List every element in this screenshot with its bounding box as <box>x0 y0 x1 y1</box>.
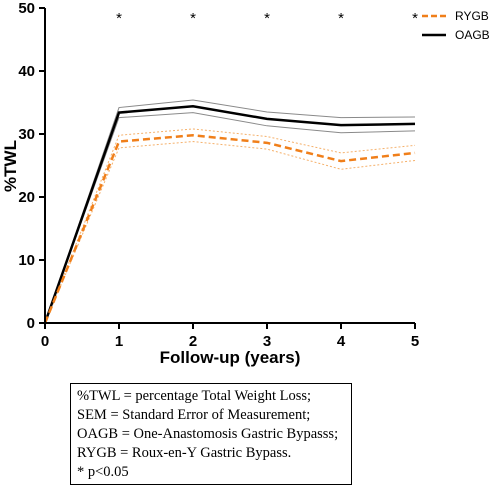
x-tick-label: 2 <box>189 333 197 350</box>
series-lines <box>43 105 416 324</box>
chart: 0 10 20 30 40 50 0 1 2 3 4 5 * * * * * %TWL Follow-up (… <box>1 0 490 367</box>
significance-marker: * <box>116 10 122 27</box>
axes <box>44 8 415 324</box>
x-tick-label: 0 <box>41 333 49 350</box>
note-line: SEM = Standard Error of Measurement; <box>77 407 311 423</box>
y-tick-label: 20 <box>18 189 35 206</box>
sem-band-upper-oagb <box>44 99 416 324</box>
x-tick-label: 5 <box>411 333 419 350</box>
note-line: * p<0.05 <box>77 464 129 480</box>
y-tick-label: 10 <box>18 252 35 269</box>
legend-label: OAGB <box>455 28 490 42</box>
significance-marker: * <box>412 10 418 27</box>
x-tick-label: 1 <box>115 333 123 350</box>
y-axis-label: %TWL <box>1 140 20 192</box>
series-line-rygb <box>43 134 416 324</box>
significance-marker: * <box>264 10 270 27</box>
notes-box: %TWL = percentage Total Weight Loss; SEM… <box>70 383 352 485</box>
sem-band-lower-rygb <box>44 141 416 324</box>
x-tick-label: 3 <box>263 333 271 350</box>
significance-markers: * * * * * <box>116 10 418 27</box>
y-tick-label: 40 <box>18 63 35 80</box>
legend: RYGB OAGB <box>422 9 490 42</box>
legend-label: RYGB <box>455 9 489 23</box>
sem-bands <box>44 99 416 324</box>
note-line: OAGB = One-Anastomosis Gastric Bypasss; <box>77 426 339 442</box>
note-line: RYGB = Roux-en-Y Gastric Bypass. <box>77 445 292 461</box>
note-line: %TWL = percentage Total Weight Loss; <box>77 388 312 404</box>
series-line-oagb <box>43 105 416 324</box>
significance-marker: * <box>190 10 196 27</box>
significance-marker: * <box>338 10 344 27</box>
ticks: 0 10 20 30 40 50 0 1 2 3 4 5 <box>18 0 419 350</box>
y-tick-label: 0 <box>27 315 35 332</box>
sem-band-lower-oagb <box>44 112 416 324</box>
x-axis-label: Follow-up (years) <box>160 348 301 367</box>
x-tick-label: 4 <box>337 333 346 350</box>
y-tick-label: 30 <box>18 126 35 143</box>
y-tick-label: 50 <box>18 0 35 17</box>
sem-band-upper-rygb <box>44 128 416 324</box>
